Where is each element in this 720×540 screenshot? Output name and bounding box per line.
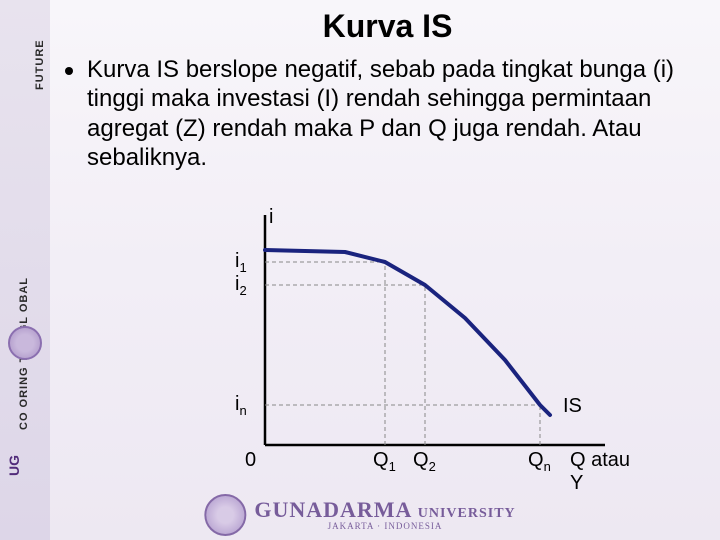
footer-logo: GUNADARMA UNIVERSITY JAKARTA · INDONESIA [204, 494, 515, 536]
is-curve-chart: ii1i2in0Q1Q2QnISQ atau Y [225, 210, 645, 480]
uni-sub: UNIVERSITY [418, 506, 516, 521]
x-tick-1: Q2 [413, 449, 436, 474]
bullet-text: Kurva IS berslope negatif, sebab pada ti… [87, 55, 700, 172]
strip-ug-label: UG [6, 455, 22, 476]
bullet-dot-icon [65, 67, 73, 75]
university-seal-icon [204, 494, 246, 536]
uni-location: JAKARTA · INDONESIA [254, 521, 515, 531]
y-tick-1: i2 [235, 273, 247, 298]
chart-svg [225, 210, 645, 480]
bullet-row: Kurva IS berslope negatif, sebab pada ti… [55, 55, 720, 172]
university-name-block: GUNADARMA UNIVERSITY JAKARTA · INDONESIA [254, 499, 515, 531]
x-axis-label: Q atau Y [570, 449, 645, 495]
x-tick-0: Q1 [373, 449, 396, 474]
y-tick-0: i1 [235, 250, 247, 275]
origin-label: 0 [245, 449, 256, 472]
strip-seal-icon [8, 326, 42, 360]
uni-name: GUNADARMA [254, 497, 411, 522]
slide-content: Kurva IS Kurva IS berslope negatif, seba… [55, 0, 720, 540]
curve-label: IS [563, 395, 582, 418]
y-tick-2: in [235, 393, 247, 418]
y-axis-label: i [269, 206, 273, 229]
slide-title: Kurva IS [55, 8, 720, 45]
left-decorative-strip: FUTURE CO ORING THE GL OBAL UG [0, 0, 50, 540]
strip-text-top: FUTURE [34, 39, 46, 90]
x-tick-2: Qn [528, 449, 551, 474]
